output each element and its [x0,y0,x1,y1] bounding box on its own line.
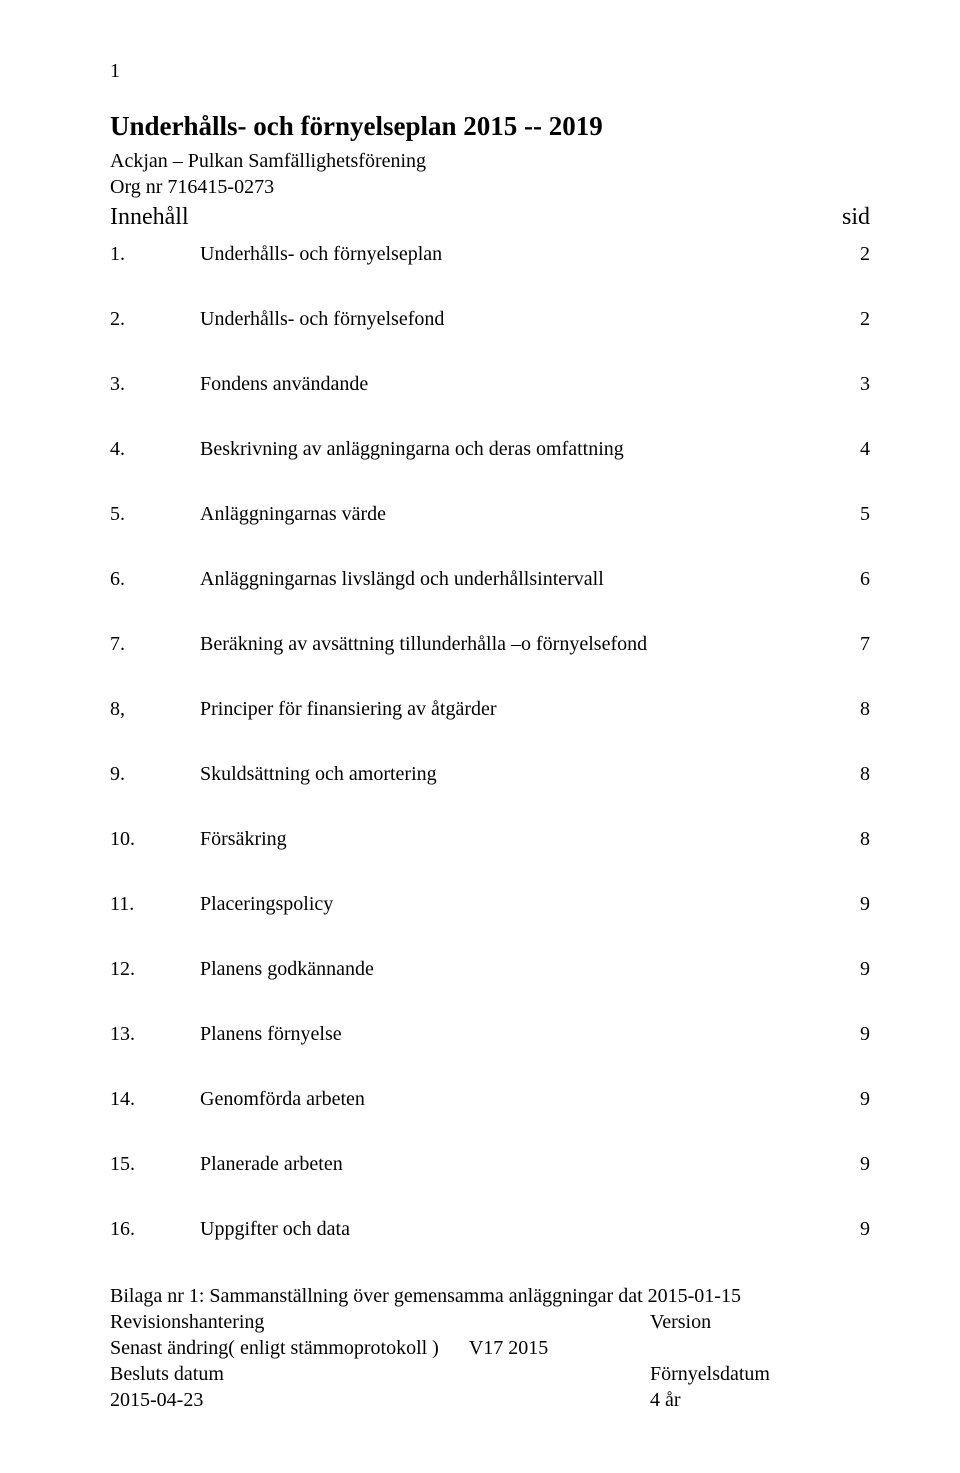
toc-label: Principer för finansiering av åtgärder [200,698,830,721]
appendix-row: Besluts datum Förnyelsdatum [110,1361,870,1387]
toc-page: 9 [830,893,870,916]
page-number: 1 [110,60,870,83]
toc-page: 8 [830,698,870,721]
toc-num: 15. [110,1153,200,1176]
toc-row: 16. Uppgifter och data 9 [110,1218,870,1241]
toc-row: 3. Fondens användande 3 [110,373,870,396]
toc-page: 4 [830,438,870,461]
toc-label: Underhålls- och förnyelsefond [200,308,830,331]
toc-label: Försäkring [200,828,830,851]
toc-page: 3 [830,373,870,396]
document-subtitle-org: Ackjan – Pulkan Samfällighetsförening [110,148,870,174]
appendix-row: Revisionshantering Version [110,1309,870,1335]
toc-label: Planens förnyelse [200,1023,830,1046]
toc-label: Anläggningarnas livslängd och underhålls… [200,568,830,591]
toc-num: 9. [110,763,200,786]
appendix-renewal-date-label: Förnyelsdatum [650,1361,870,1387]
toc-row: 8, Principer för finansiering av åtgärde… [110,698,870,721]
toc-header: Innehåll sid [110,204,870,231]
toc-row: 15. Planerade arbeten 9 [110,1153,870,1176]
toc-label: Skuldsättning och amortering [200,763,830,786]
toc-page: 9 [830,1023,870,1046]
toc-num: 5. [110,503,200,526]
toc-num: 11. [110,893,200,916]
appendix-lastchange-text: Senast ändring( enligt stämmoprotokoll ) [110,1337,439,1359]
document-title: Underhålls- och förnyelseplan 2015 -- 20… [110,111,870,142]
toc-row: 10. Försäkring 8 [110,828,870,851]
toc-row: 7. Beräkning av avsättning tillunderhåll… [110,633,870,656]
appendix-lastchange-label: Senast ändring( enligt stämmoprotokoll )… [110,1335,650,1361]
appendix-row: Senast ändring( enligt stämmoprotokoll )… [110,1335,870,1361]
toc-page: 9 [830,1088,870,1111]
toc-label: Beräkning av avsättning tillunderhålla –… [200,633,830,656]
toc-num: 6. [110,568,200,591]
appendix-decision-date-label: Besluts datum [110,1361,650,1387]
toc-num: 12. [110,958,200,981]
toc-label: Anläggningarnas värde [200,503,830,526]
toc-num: 10. [110,828,200,851]
toc-num: 1. [110,243,200,266]
toc-page: 9 [830,1218,870,1241]
appendix-row: 2015-04-23 4 år [110,1387,870,1413]
toc-num: 7. [110,633,200,656]
toc-page: 7 [830,633,870,656]
toc-label: Placeringspolicy [200,893,830,916]
toc-label: Underhålls- och förnyelseplan [200,243,830,266]
toc-row: 9. Skuldsättning och amortering 8 [110,763,870,786]
toc-row: 12. Planens godkännande 9 [110,958,870,981]
toc-page: 2 [830,243,870,266]
appendix-block: Bilaga nr 1: Sammanställning över gemens… [110,1283,870,1413]
appendix-empty [650,1335,870,1361]
toc-row: 4. Beskrivning av anläggningarna och der… [110,438,870,461]
toc-row: 11. Placeringspolicy 9 [110,893,870,916]
document-subtitle-orgnr: Org nr 716415-0273 [110,174,870,200]
toc-num: 8, [110,698,200,721]
toc-row: 1. Underhålls- och förnyelseplan 2 [110,243,870,266]
appendix-line1: Bilaga nr 1: Sammanställning över gemens… [110,1283,870,1309]
toc-label: Beskrivning av anläggningarna och deras … [200,438,830,461]
toc-page: 9 [830,1153,870,1176]
appendix-renewal-value: 4 år [650,1387,870,1413]
toc-num: 14. [110,1088,200,1111]
toc-label: Planens godkännande [200,958,830,981]
toc-row: 5. Anläggningarnas värde 5 [110,503,870,526]
toc-num: 4. [110,438,200,461]
toc-page: 6 [830,568,870,591]
appendix-version-label: Version [650,1309,870,1335]
toc-label: Planerade arbeten [200,1153,830,1176]
toc-page: 8 [830,763,870,786]
toc-num: 2. [110,308,200,331]
appendix-lastchange-version: V17 2015 [469,1337,548,1359]
toc-row: 14. Genomförda arbeten 9 [110,1088,870,1111]
toc-row: 2. Underhålls- och förnyelsefond 2 [110,308,870,331]
toc-num: 13. [110,1023,200,1046]
toc-num: 3. [110,373,200,396]
toc-label: Uppgifter och data [200,1218,830,1241]
toc-row: 6. Anläggningarnas livslängd och underhå… [110,568,870,591]
toc-num: 16. [110,1218,200,1241]
toc-label: Genomförda arbeten [200,1088,830,1111]
toc-label: Fondens användande [200,373,830,396]
toc-header-right: sid [842,204,870,231]
toc-header-left: Innehåll [110,204,189,231]
appendix-revision-label: Revisionshantering [110,1309,650,1335]
toc-list: 1. Underhålls- och förnyelseplan 2 2. Un… [110,243,870,1241]
appendix-decision-date-value: 2015-04-23 [110,1387,650,1413]
toc-row: 13. Planens förnyelse 9 [110,1023,870,1046]
toc-page: 2 [830,308,870,331]
toc-page: 8 [830,828,870,851]
toc-page: 9 [830,958,870,981]
toc-page: 5 [830,503,870,526]
